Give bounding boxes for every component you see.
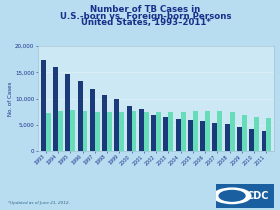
Bar <box>78 81 83 151</box>
Circle shape <box>213 188 251 203</box>
Circle shape <box>219 190 245 201</box>
Bar <box>262 131 267 151</box>
Bar <box>217 111 222 151</box>
Bar <box>200 121 205 151</box>
Bar <box>176 119 181 151</box>
Bar <box>151 115 156 151</box>
Bar <box>254 117 259 151</box>
Bar <box>156 112 161 151</box>
Bar <box>90 89 95 151</box>
Bar <box>144 112 149 151</box>
Bar <box>66 74 70 151</box>
Text: U.S.-born vs. Foreign-born Persons: U.S.-born vs. Foreign-born Persons <box>60 12 231 21</box>
Bar <box>127 106 132 151</box>
Bar <box>237 126 242 151</box>
Bar <box>53 67 58 151</box>
Bar <box>46 113 51 151</box>
Bar <box>115 99 119 151</box>
Bar <box>119 112 124 151</box>
Bar <box>164 117 168 151</box>
Bar <box>41 60 46 151</box>
Bar <box>139 109 144 151</box>
Bar <box>95 112 100 151</box>
Bar <box>168 112 173 151</box>
Bar <box>225 124 230 151</box>
Text: United States, 1993–2011*: United States, 1993–2011* <box>81 18 211 27</box>
Bar <box>267 118 271 151</box>
Bar <box>58 111 63 151</box>
Bar <box>132 111 136 151</box>
Bar <box>230 112 235 151</box>
Y-axis label: No. of Cases: No. of Cases <box>8 81 13 116</box>
Text: Number of TB Cases in: Number of TB Cases in <box>90 5 201 14</box>
Bar <box>249 129 254 151</box>
Bar <box>205 111 210 151</box>
Bar <box>102 95 107 151</box>
Bar <box>242 116 247 151</box>
Bar <box>70 110 75 151</box>
Bar <box>107 112 112 151</box>
Bar <box>213 123 217 151</box>
Text: *Updated as of June 21, 2012.: *Updated as of June 21, 2012. <box>8 201 70 205</box>
Bar <box>83 111 87 151</box>
Bar <box>181 112 186 151</box>
Text: CDC: CDC <box>247 191 269 201</box>
Bar <box>188 120 193 151</box>
Bar <box>193 111 198 151</box>
